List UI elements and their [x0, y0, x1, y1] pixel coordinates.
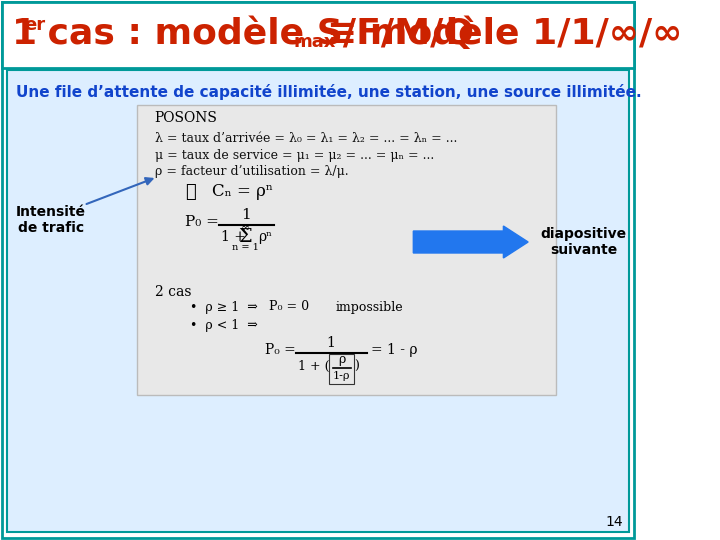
Text: ρ = facteur d’utilisation = λ/μ.: ρ = facteur d’utilisation = λ/μ. [155, 165, 348, 179]
Text: 1 + (: 1 + ( [297, 360, 329, 373]
Text: ): ) [354, 360, 359, 373]
Text: 1-ρ: 1-ρ [333, 371, 351, 381]
Text: max: max [293, 33, 336, 51]
Text: ∴: ∴ [186, 183, 197, 201]
Text: P₀ = 0: P₀ = 0 [269, 300, 310, 314]
FancyBboxPatch shape [137, 105, 557, 395]
FancyBboxPatch shape [1, 2, 634, 538]
Text: ρ: ρ [338, 354, 346, 367]
FancyBboxPatch shape [7, 70, 629, 532]
Text: Σ: Σ [238, 228, 253, 246]
Text: μ = taux de service = μ₁ = μ₂ = ... = μₙ = ...: μ = taux de service = μ₁ = μ₂ = ... = μₙ… [155, 148, 434, 161]
Text: Cₙ = ρⁿ: Cₙ = ρⁿ [212, 184, 273, 200]
FancyArrow shape [413, 226, 528, 258]
Text: 1: 1 [12, 17, 37, 51]
Text: impossible: impossible [336, 300, 403, 314]
Text: λ = taux d’arrivée = λ₀ = λ₁ = λ₂ = ... = λₙ = ...: λ = taux d’arrivée = λ₀ = λ₁ = λ₂ = ... … [155, 132, 457, 145]
FancyBboxPatch shape [1, 2, 634, 68]
Text: POSONS: POSONS [155, 111, 217, 125]
Text: cas : modèle S/F/M/Q: cas : modèle S/F/M/Q [35, 17, 474, 51]
Text: n = 1: n = 1 [232, 244, 259, 253]
Text: 14: 14 [606, 515, 624, 529]
Text: 1: 1 [241, 208, 251, 222]
Text: diapositive
suivante: diapositive suivante [541, 227, 626, 257]
Text: •  ρ ≥ 1  ⇒: • ρ ≥ 1 ⇒ [190, 300, 258, 314]
Text: = 1 - ρ: = 1 - ρ [371, 343, 418, 357]
Text: P₀ =: P₀ = [265, 343, 296, 357]
Text: ρⁿ: ρⁿ [258, 230, 272, 244]
Text: 1 +: 1 + [221, 230, 246, 244]
Text: Intensité
de trafic: Intensité de trafic [16, 205, 86, 235]
Text: er: er [24, 16, 46, 34]
Text: ≡ modèle 1/1/∞/∞: ≡ modèle 1/1/∞/∞ [327, 17, 682, 51]
Text: •  ρ < 1  ⇒: • ρ < 1 ⇒ [190, 319, 258, 332]
Text: Une file d’attente de capacité illimitée, une station, une source illimitée.: Une file d’attente de capacité illimitée… [16, 84, 642, 100]
Text: 2 cas: 2 cas [155, 285, 191, 299]
Text: 1: 1 [327, 336, 336, 350]
Text: P₀ =: P₀ = [186, 215, 220, 229]
Text: ∞: ∞ [241, 222, 250, 232]
